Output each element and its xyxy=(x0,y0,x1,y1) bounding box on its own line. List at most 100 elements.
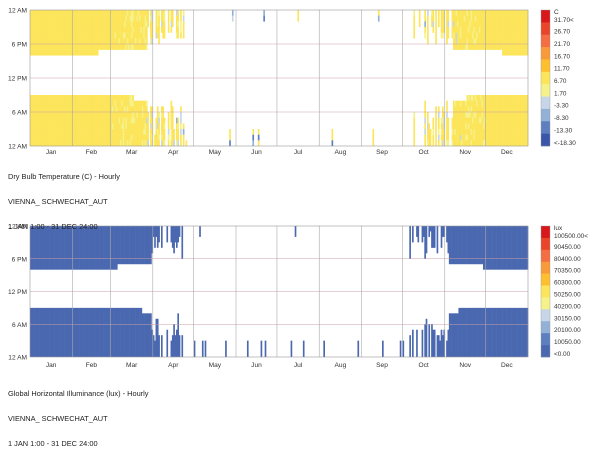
plot-frame xyxy=(29,9,529,147)
x-tick-label: Dec xyxy=(501,149,513,156)
x-tick-label: Mar xyxy=(126,149,138,156)
legend-frame xyxy=(540,9,551,147)
legend-label: -8.30 xyxy=(554,115,569,122)
y-tick-label: 6 PM xyxy=(12,256,27,263)
legend-swatch xyxy=(541,47,550,60)
y-axis-labels: 12 AM 6 PM 12 PM 6 AM 12 AM xyxy=(8,224,27,362)
x-tick-label: May xyxy=(209,362,222,369)
y-tick-label: 12 PM xyxy=(8,289,27,296)
legend-swatch xyxy=(541,22,550,36)
legend-label: 26.70 xyxy=(554,29,570,36)
legend-label: <0.00 xyxy=(554,351,571,358)
y-tick-label: 12 AM xyxy=(8,224,27,231)
x-tick-label: Jul xyxy=(294,149,303,156)
legend-swatch xyxy=(541,121,550,134)
x-tick-label: May xyxy=(209,149,222,156)
legend-label: -3.30 xyxy=(554,103,569,110)
x-tick-label: Mar xyxy=(126,362,138,369)
x-tick-label: Oct xyxy=(418,149,428,156)
heatmap-cells xyxy=(30,226,529,358)
legend-label: -13.30 xyxy=(554,127,573,134)
x-tick-label: Sep xyxy=(376,149,388,156)
x-axis-labels: Jan Feb Mar Apr May Jun Jul Aug Sep Oct Nov Dec xyxy=(46,149,514,156)
legend-swatch xyxy=(541,84,550,97)
chart-canvas: 12 AM 6 PM 12 PM 6 AM 12 AM Jan Feb Mar Apr May Ju… xyxy=(8,8,588,370)
legend-swatch xyxy=(541,321,550,334)
legend-unit: lux xyxy=(554,225,563,232)
y-axis-labels: 12 AM 6 PM 12 PM 6 AM 12 AM xyxy=(8,8,27,151)
legend-label: 6.70 xyxy=(554,78,567,85)
x-tick-label: Jun xyxy=(251,149,262,156)
legend-swatch xyxy=(541,71,550,85)
legend-label: 21.70 xyxy=(554,41,570,48)
x-tick-label: Oct xyxy=(418,362,428,369)
legend-label: 80400.00 xyxy=(554,256,581,263)
x-tick-label: Sep xyxy=(376,362,388,369)
x-axis-labels: Jan Feb Mar Apr May Jun Jul Aug Sep Oct Nov Dec xyxy=(46,362,514,369)
chart1-caption: Dry Bulb Temperature (C) - Hourly VIENNA… xyxy=(8,157,120,247)
legend-swatch xyxy=(541,226,550,239)
x-tick-label: Aug xyxy=(335,362,347,369)
y-tick-label: 6 PM xyxy=(12,42,27,49)
x-tick-label: Apr xyxy=(168,362,179,369)
legend-label: 31.70< xyxy=(554,17,574,24)
legend-swatch xyxy=(541,59,550,73)
x-tick-label: Nov xyxy=(459,362,471,369)
chart-2: 12 AM 6 PM 12 PM 6 AM 12 AM Jan Feb Mar Apr May Ju… xyxy=(8,224,588,370)
legend-swatch xyxy=(541,237,550,251)
x-tick-label: Feb xyxy=(86,362,98,369)
chart2-location: VIENNA_ SCHWECHAT_AUT xyxy=(8,414,108,424)
legend-swatch xyxy=(541,249,550,263)
legend-swatch xyxy=(541,10,550,23)
chart2-caption: Global Horizontal Illuminance (lux) - Ho… xyxy=(8,374,148,464)
x-tick-label: Jun xyxy=(251,362,262,369)
legend-label: 60300.00 xyxy=(554,280,581,287)
x-tick-label: Feb xyxy=(86,149,98,156)
legend-frame xyxy=(540,225,551,358)
legend: C31.70< 26.70 21.70 16.70 11.70 6.70 1.70 -3.30… xyxy=(540,9,576,147)
legend-swatch xyxy=(541,133,550,147)
chart-1: 12 AM 6 PM 12 PM 6 AM 12 AM Jan Feb Mar Apr May Ju… xyxy=(8,8,576,157)
legend-swatch xyxy=(541,108,550,122)
legend-label: 100500.00< xyxy=(554,233,588,240)
x-tick-label: Dec xyxy=(501,362,513,369)
chart1-period: 1 JAN 1:00 - 31 DEC 24:00 xyxy=(8,221,98,231)
legend-swatch xyxy=(541,345,550,358)
y-tick-label: 6 AM xyxy=(12,322,27,329)
legend-label: 1.70 xyxy=(554,90,567,97)
chart2-period: 1 JAN 1:00 - 31 DEC 24:00 xyxy=(8,438,98,448)
plot-frame xyxy=(29,225,529,358)
x-tick-label: Aug xyxy=(335,149,347,156)
chart2-title: Global Horizontal Illuminance (lux) - Ho… xyxy=(8,389,149,399)
legend-swatch xyxy=(541,261,550,274)
y-tick-label: 12 AM xyxy=(8,144,27,151)
legend-label: 50250.00 xyxy=(554,292,581,299)
legend-label: 16.70 xyxy=(554,53,570,60)
chart1-location: VIENNA_ SCHWECHAT_AUT xyxy=(8,197,108,207)
x-tick-label: Jan xyxy=(46,149,57,156)
legend-swatch xyxy=(541,96,550,110)
legend-label: 30150.00 xyxy=(554,315,581,322)
legend-label: 10050.00 xyxy=(554,339,581,346)
grid-lines xyxy=(30,10,528,146)
y-tick-label: 6 AM xyxy=(12,110,27,117)
x-tick-label: Jan xyxy=(46,362,57,369)
legend-label: 70350.00 xyxy=(554,268,581,275)
legend-unit: C xyxy=(554,9,559,16)
legend-label: 11.70 xyxy=(554,66,570,73)
figure: 12 AM 6 PM 12 PM 6 AM 12 AM Jan Feb Mar Apr May Ju… xyxy=(8,8,588,448)
legend-label: 90450.00 xyxy=(554,244,581,251)
legend-swatch xyxy=(541,285,550,298)
legend-swatch xyxy=(541,273,550,286)
heatmap-cells xyxy=(30,10,529,147)
legend-label: 20100.00 xyxy=(554,327,581,334)
y-tick-label: 12 PM xyxy=(8,76,27,83)
x-tick-label: Nov xyxy=(459,149,471,156)
legend-swatch xyxy=(541,34,550,48)
y-tick-label: 12 AM xyxy=(8,355,27,362)
x-tick-label: Apr xyxy=(168,149,179,156)
legend-label: 40200.00 xyxy=(554,303,581,310)
legend-label: <-18.30 xyxy=(554,140,576,147)
y-tick-label: 12 AM xyxy=(8,8,27,15)
legend-swatch xyxy=(541,297,550,310)
